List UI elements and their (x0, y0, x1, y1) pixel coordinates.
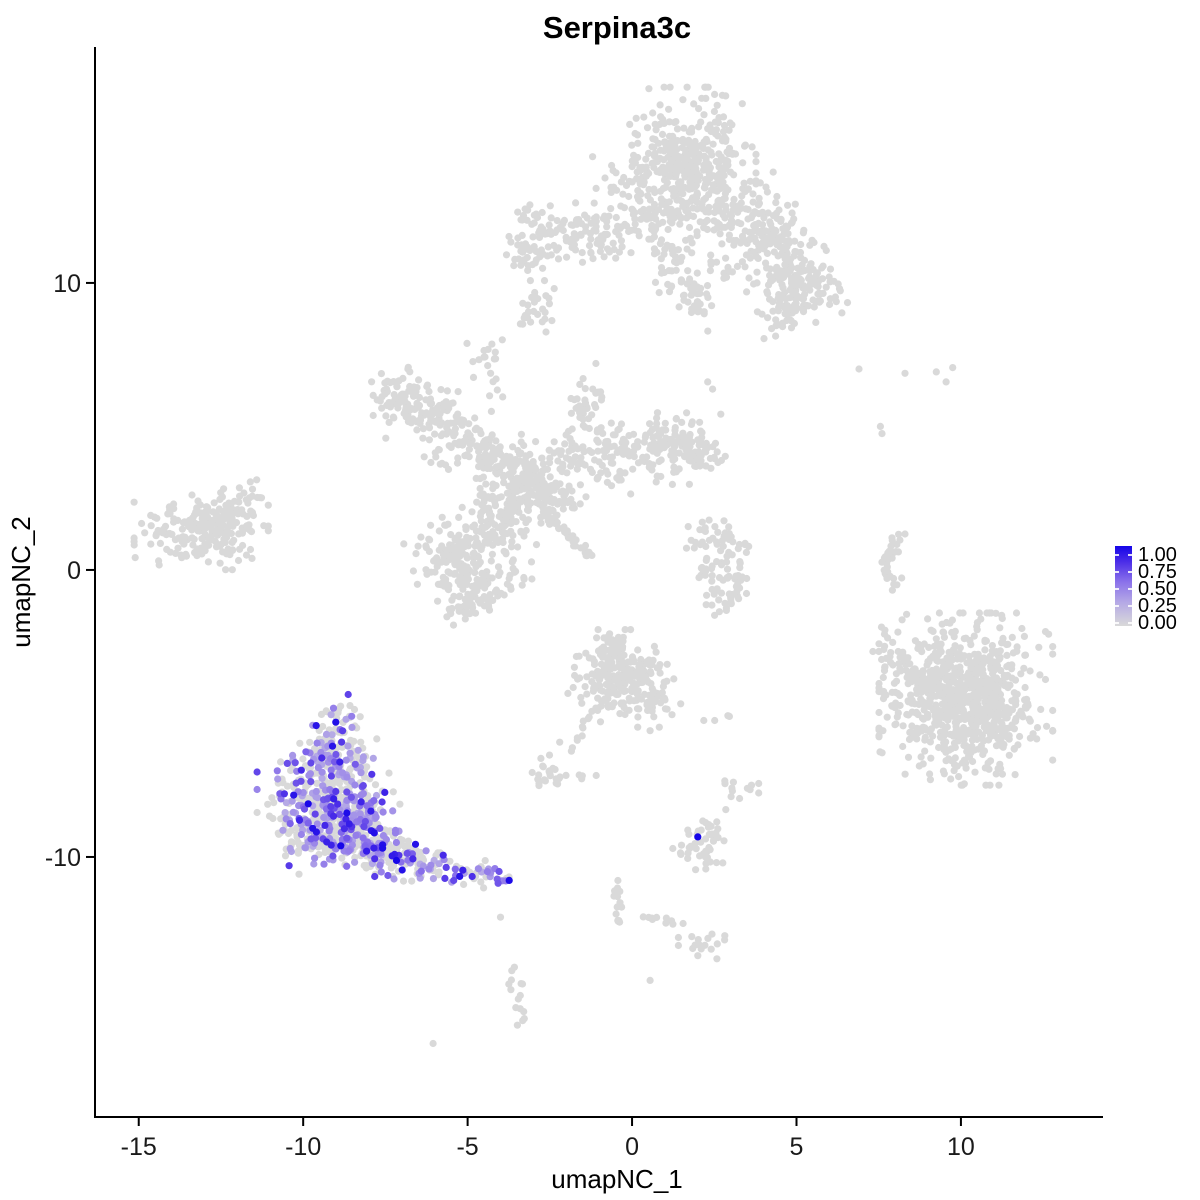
legend-tick-mark (1128, 571, 1132, 573)
legend-tick-mark (1115, 571, 1119, 573)
legend-tick-label: 1.00 (1138, 544, 1177, 566)
tick-label: 0 (67, 557, 81, 585)
x-axis-label: umapNC_1 (551, 1164, 683, 1194)
legend-tick-label: 0.75 (1138, 561, 1177, 583)
legend-tick-mark (1115, 588, 1119, 590)
tick-label: -5 (456, 1133, 478, 1161)
y-axis-label: umapNC_2 (6, 516, 36, 648)
tick-label: 10 (53, 270, 81, 298)
tick-label: -10 (285, 1133, 321, 1161)
scatter-points-layer (130, 83, 1057, 1048)
tick-label: 5 (790, 1133, 804, 1161)
axes-layer: -15 -10 -5 0 5 10 -10 0 10 (45, 47, 1103, 1161)
plot-title: Serpina3c (543, 10, 691, 45)
legend-labels: 1.00 0.75 0.50 0.25 0.00 (1138, 544, 1200, 634)
legend-tick-mark (1128, 554, 1132, 556)
tick-label: 10 (947, 1133, 975, 1161)
legend-tick-mark (1115, 554, 1119, 556)
legend-tick-label: 0.00 (1138, 612, 1177, 634)
legend-tick-label: 0.25 (1138, 595, 1177, 617)
legend-tick-mark (1128, 605, 1132, 607)
legend-tick-mark (1128, 622, 1132, 624)
tick-label: -15 (121, 1133, 157, 1161)
legend-tick-label: 0.50 (1138, 578, 1177, 600)
legend-gradient-bar (1115, 546, 1132, 626)
legend-tick-mark (1128, 588, 1132, 590)
tick-label: 0 (625, 1133, 639, 1161)
legend-tick-mark (1115, 605, 1119, 607)
legend-tick-mark (1115, 622, 1119, 624)
tick-label: -10 (45, 844, 81, 872)
expression-legend: 1.00 0.75 0.50 0.25 0.00 (1115, 544, 1200, 634)
